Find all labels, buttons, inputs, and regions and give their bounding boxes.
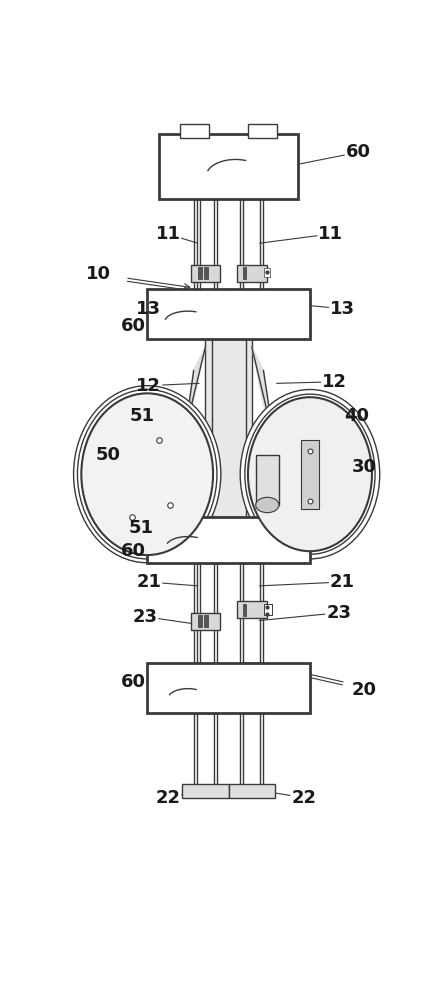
Polygon shape: [187, 347, 205, 418]
Text: 13: 13: [330, 300, 355, 318]
Text: 22: 22: [156, 789, 181, 807]
Bar: [237, 265, 267, 282]
Bar: [194, 713, 217, 786]
Bar: [159, 134, 298, 199]
Text: 40: 40: [344, 407, 369, 425]
Text: 22: 22: [291, 789, 316, 807]
Bar: [147, 289, 310, 339]
Bar: [256, 455, 279, 505]
Bar: [147, 517, 310, 563]
Bar: [301, 440, 319, 509]
Text: 23: 23: [132, 608, 157, 626]
Bar: [243, 604, 246, 616]
Text: 21: 21: [136, 573, 161, 591]
Bar: [204, 615, 208, 627]
Ellipse shape: [256, 497, 279, 513]
Text: 11: 11: [156, 225, 181, 243]
Text: 60: 60: [121, 673, 146, 691]
Text: 12: 12: [322, 373, 347, 391]
Bar: [198, 267, 202, 279]
Polygon shape: [252, 347, 270, 420]
Text: 50: 50: [96, 446, 121, 464]
Text: 30: 30: [352, 458, 377, 476]
Ellipse shape: [74, 386, 221, 563]
Text: 13: 13: [136, 300, 161, 318]
Bar: [240, 563, 264, 663]
Text: 60: 60: [346, 143, 371, 161]
Text: 60: 60: [121, 317, 146, 335]
Bar: [205, 339, 252, 517]
Bar: [190, 265, 220, 282]
Ellipse shape: [248, 397, 372, 551]
Text: 11: 11: [318, 225, 343, 243]
Text: 23: 23: [326, 604, 351, 622]
Text: 60: 60: [121, 542, 146, 560]
Bar: [229, 784, 275, 798]
Bar: [240, 713, 264, 786]
Bar: [194, 563, 217, 663]
Polygon shape: [187, 486, 205, 547]
Bar: [204, 267, 208, 279]
Bar: [240, 199, 264, 290]
Text: 20: 20: [352, 681, 377, 699]
Text: 12: 12: [136, 377, 161, 395]
Text: 21: 21: [330, 573, 355, 591]
Text: 51: 51: [130, 407, 155, 425]
Ellipse shape: [81, 393, 213, 555]
Polygon shape: [252, 486, 270, 544]
Bar: [198, 615, 202, 627]
Text: 10: 10: [86, 265, 111, 283]
Bar: [147, 663, 310, 713]
Bar: [237, 601, 267, 618]
Ellipse shape: [78, 389, 217, 559]
Bar: [243, 267, 246, 279]
Ellipse shape: [240, 389, 380, 559]
Bar: [190, 613, 220, 630]
Bar: [194, 199, 217, 290]
Bar: [264, 604, 272, 615]
Ellipse shape: [245, 394, 375, 554]
Bar: [264, 268, 270, 277]
Bar: [248, 124, 277, 138]
Text: 51: 51: [128, 519, 153, 537]
Bar: [182, 784, 228, 798]
Bar: [180, 124, 209, 138]
